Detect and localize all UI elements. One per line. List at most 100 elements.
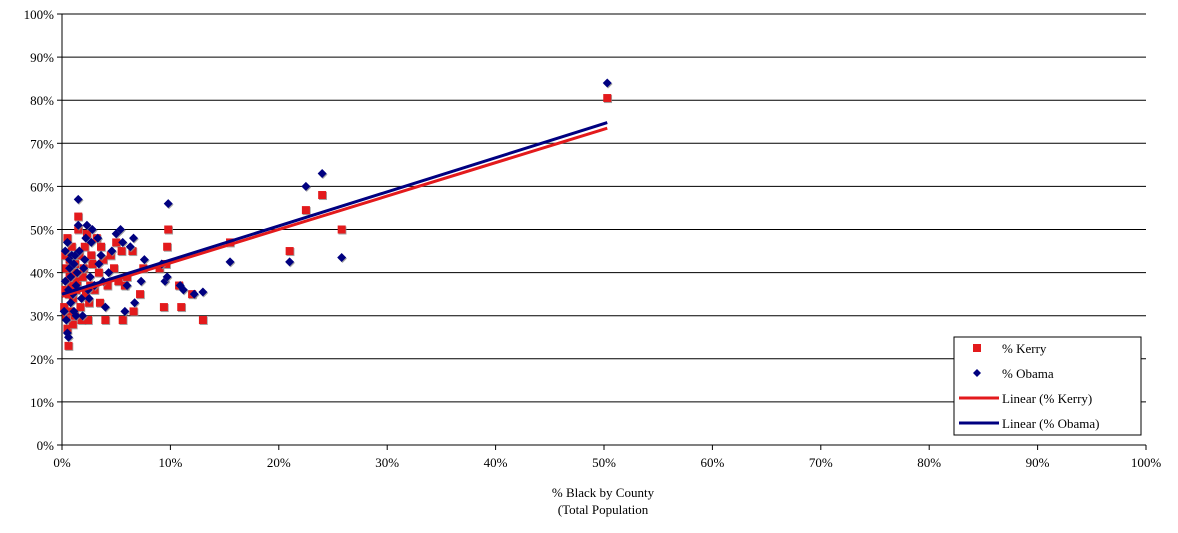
obama-point <box>118 237 128 247</box>
kerry-point <box>603 94 612 103</box>
obama-point <box>602 78 612 88</box>
x-tick-label: 70% <box>809 455 833 470</box>
kerry-point <box>318 191 327 200</box>
obama-point <box>61 315 71 325</box>
y-tick-label: 60% <box>30 179 54 194</box>
x-tick-label: 90% <box>1026 455 1050 470</box>
obama-point <box>116 225 126 234</box>
y-tick-label: 20% <box>30 352 54 367</box>
obama-point <box>78 311 88 321</box>
kerry-point <box>129 307 138 316</box>
obama-point <box>125 242 135 252</box>
kerry-point <box>67 242 76 251</box>
obama-point <box>77 293 87 303</box>
kerry-point <box>94 268 103 277</box>
x-tick-label: 10% <box>158 455 182 470</box>
obama-point <box>84 293 94 303</box>
kerry-point <box>136 290 145 299</box>
obama-point <box>337 253 347 263</box>
obama-point <box>79 263 89 273</box>
obama-point <box>225 257 235 267</box>
obama-point <box>74 246 84 256</box>
axes <box>57 13 1147 450</box>
obama-point <box>178 285 188 295</box>
kerry-point <box>95 298 104 307</box>
obama-point <box>59 306 69 316</box>
kerry-point <box>76 303 85 312</box>
kerry-point <box>114 277 123 286</box>
obama-point <box>64 332 74 342</box>
legend-obama-trend-label: Linear (% Obama) <box>1002 416 1099 431</box>
obama-point <box>130 298 140 308</box>
legend-obama-marker <box>973 369 981 377</box>
kerry-point <box>112 238 121 247</box>
kerry-point <box>81 290 90 299</box>
obama-point <box>71 311 81 321</box>
kerry-point <box>87 251 96 260</box>
obama-point <box>100 302 110 312</box>
x-tick-label: 100% <box>1131 455 1162 470</box>
obama-point <box>60 246 70 256</box>
kerry-point <box>106 251 115 260</box>
obama-point <box>120 306 130 316</box>
legend-kerry-label: % Kerry <box>1002 341 1047 356</box>
kerry-point <box>128 247 137 256</box>
obama-point <box>189 289 199 299</box>
data-points <box>59 78 613 351</box>
obama-point <box>129 233 139 243</box>
obama-point <box>87 225 97 234</box>
legend-box <box>953 336 1142 436</box>
y-tick-label: 40% <box>30 266 54 281</box>
obama-point <box>66 298 76 308</box>
x-tick-labels: 0% 10% 20% 30% 40% 50% 60% 70% 80% 90% 100% <box>53 455 1161 470</box>
kerry-point <box>110 264 119 273</box>
obama-point <box>81 233 91 243</box>
kerry-point <box>118 316 127 325</box>
kerry-point <box>159 303 168 312</box>
obama-point <box>96 250 106 260</box>
obama-point <box>162 272 172 282</box>
obama-point <box>69 259 79 269</box>
obama-point <box>62 237 72 247</box>
legend-obama-label: % Obama <box>1002 366 1054 381</box>
kerry-point <box>117 247 126 256</box>
kerry-point <box>337 225 346 234</box>
y-tick-label: 50% <box>30 223 54 238</box>
kerry-point <box>285 247 294 256</box>
kerry-point <box>73 277 82 286</box>
obama-point <box>93 233 103 243</box>
obama-point <box>94 259 104 269</box>
obama-point <box>301 181 311 191</box>
kerry-point <box>64 341 73 350</box>
obama-point <box>80 255 90 265</box>
y-tick-label: 0% <box>37 438 55 453</box>
kerry-point <box>77 316 86 325</box>
x-tick-label: 80% <box>917 455 941 470</box>
y-tick-label: 100% <box>24 7 55 22</box>
kerry-point <box>164 225 173 234</box>
obama-point <box>317 168 327 178</box>
kerry-trendline <box>61 126 608 298</box>
obama-point <box>139 255 149 265</box>
obama-point <box>136 276 146 286</box>
kerry-point <box>177 303 186 312</box>
y-tick-label: 70% <box>30 136 54 151</box>
obama-point <box>86 237 96 247</box>
kerry-point <box>101 316 110 325</box>
y-tick-label: 90% <box>30 50 54 65</box>
legend-kerry-trend-label: Linear (% Kerry) <box>1002 391 1092 406</box>
legend-kerry-marker <box>973 344 981 352</box>
kerry-point <box>82 229 91 238</box>
obama-point <box>73 220 83 230</box>
obama-point <box>285 257 295 267</box>
y-tick-label: 80% <box>30 93 54 108</box>
x-tick-label: 30% <box>375 455 399 470</box>
y-tick-label: 30% <box>30 309 54 324</box>
kerry-point <box>97 242 106 251</box>
kerry-point <box>301 206 310 215</box>
trendlines <box>61 121 608 298</box>
obama-point <box>163 199 173 209</box>
obama-point <box>73 194 83 204</box>
obama-point <box>60 276 70 286</box>
